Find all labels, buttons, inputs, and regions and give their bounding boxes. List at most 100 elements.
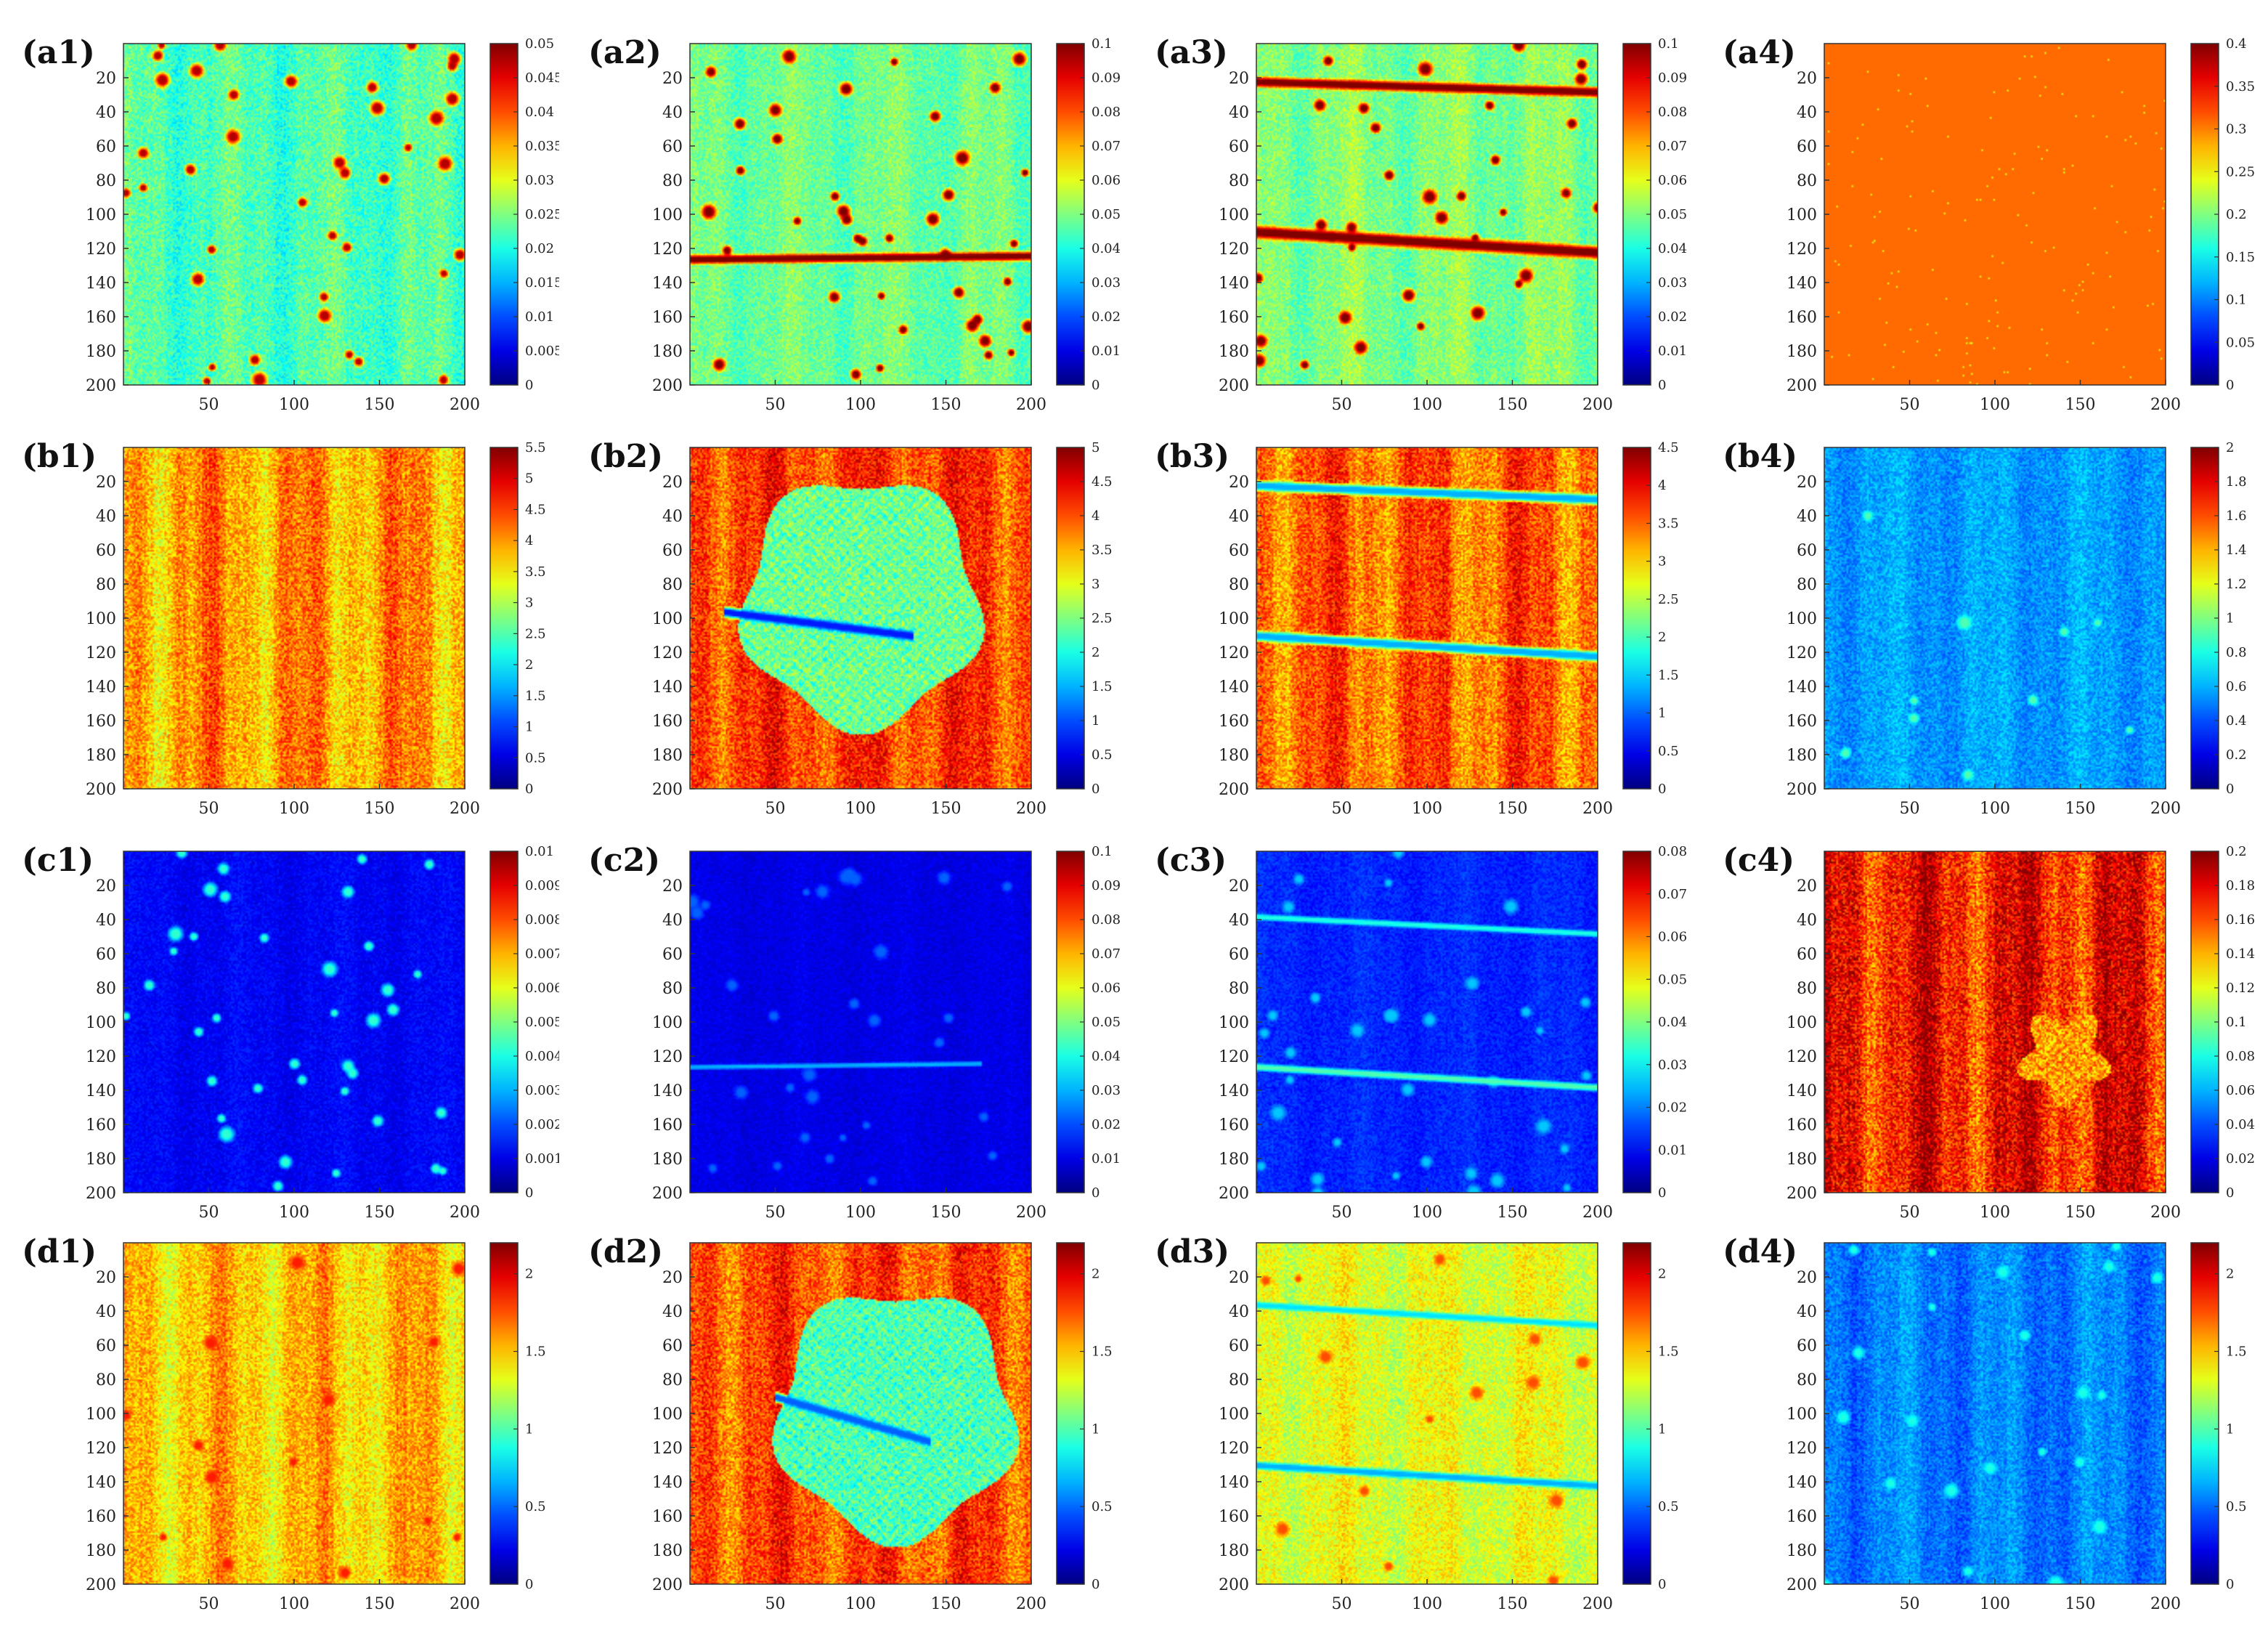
- y-tick-label: 160: [1219, 1508, 1249, 1526]
- x-tick-label: 150: [2065, 1204, 2096, 1222]
- x-tick-label: 100: [279, 1204, 309, 1222]
- y-tick-label: 20: [96, 877, 116, 896]
- colorbar-tick-label: 0.2: [2226, 207, 2247, 222]
- x-tick-label: 100: [845, 396, 876, 414]
- colorbar: [1056, 447, 1085, 790]
- panel-d1: (d1) 20 40 60 80 100 120 140 160 180 200 50 100 150 20…: [7, 1228, 559, 1635]
- x-tick-label: 50: [199, 1204, 219, 1222]
- colorbar-tick-label: 0.01: [1092, 1151, 1121, 1167]
- y-tick-label: 60: [662, 542, 683, 560]
- colorbar-tick-label: 0.007: [525, 946, 559, 962]
- y-tick-label: 100: [1219, 1014, 1249, 1032]
- x-tick-label: 50: [765, 800, 786, 818]
- y-tick-label: 100: [1787, 1014, 1817, 1032]
- colorbar-tick-label: 0.04: [525, 105, 554, 120]
- y-tick-label: 80: [1797, 1371, 1817, 1389]
- colorbar-tick-label: 0: [1092, 378, 1100, 393]
- colorbar-tick-label: 0.16: [2226, 912, 2255, 928]
- y-tick-label: 120: [1219, 240, 1249, 259]
- colorbar-tick-label: 0.02: [1658, 1100, 1687, 1116]
- x-tick-label: 100: [1980, 800, 2010, 818]
- y-tick-label: 40: [1797, 912, 1817, 930]
- x-tick-label: 200: [450, 396, 480, 414]
- y-tick-label: 120: [1787, 644, 1817, 662]
- y-tick-label: 40: [662, 1303, 683, 1321]
- y-tick-label: 40: [662, 104, 683, 122]
- y-tick-label: 160: [652, 309, 683, 327]
- colorbar-tick-label: 0.12: [2226, 981, 2255, 996]
- x-tick-label: 150: [365, 1204, 395, 1222]
- colorbar-tick-label: 1.6: [2226, 508, 2247, 524]
- colorbar-tick-label: 4: [525, 533, 533, 548]
- y-tick-label: 180: [652, 1151, 683, 1169]
- colorbar-tick-label: 0.01: [525, 309, 554, 325]
- y-tick-label: 80: [96, 1371, 116, 1389]
- colorbar-tick-label: 0.04: [1092, 1049, 1121, 1064]
- colorbar-tick-label: 1.5: [525, 689, 546, 704]
- y-tick-label: 100: [1787, 206, 1817, 224]
- colorbar-tick-label: 1: [1658, 1421, 1666, 1437]
- x-tick-label: 150: [1497, 396, 1528, 414]
- heatmap-image-a3: [1256, 44, 1598, 385]
- heatmap-image-d1: [123, 1243, 465, 1584]
- colorbar-tick-label: 0.07: [1092, 139, 1121, 154]
- plot-frame: [1824, 447, 2166, 790]
- colorbar-tick-label: 0.07: [1658, 887, 1687, 902]
- x-tick-label: 150: [931, 1204, 962, 1222]
- x-tick-label: 150: [1497, 1595, 1528, 1613]
- panel-label: (a1): [22, 34, 95, 71]
- colorbar-tick-label: 0.001: [525, 1151, 559, 1167]
- colorbar-tick-label: 0: [2226, 378, 2234, 393]
- heatmap-image-c4: [1824, 851, 2166, 1193]
- colorbar-tick-label: 2: [2226, 440, 2234, 455]
- colorbar-tick-label: 0.02: [1092, 309, 1121, 325]
- y-tick-label: 180: [1219, 1151, 1249, 1169]
- colorbar-tick-label: 2: [1092, 645, 1100, 660]
- colorbar: [1056, 43, 1085, 386]
- y-tick-label: 200: [1219, 1576, 1249, 1594]
- x-tick-label: 200: [1016, 1204, 1046, 1222]
- colorbar-tick-label: 0.09: [1092, 70, 1121, 86]
- x-tick-label: 200: [2150, 396, 2181, 414]
- colorbar-tick-label: 0.09: [1658, 70, 1687, 86]
- y-tick-label: 60: [1797, 138, 1817, 156]
- y-tick-label: 80: [1229, 576, 1249, 594]
- y-tick-label: 100: [652, 1014, 683, 1032]
- y-tick-label: 180: [86, 343, 116, 361]
- y-tick-label: 100: [652, 1405, 683, 1424]
- y-tick-label: 20: [96, 1269, 116, 1287]
- x-tick-label: 100: [279, 800, 309, 818]
- colorbar-tick-label: 0.5: [1658, 744, 1679, 759]
- axes-a4: (a4)20 40 60 80 100 120 140 160 180 200 50 100 150 20…: [1723, 34, 2255, 414]
- y-tick-label: 120: [1787, 1440, 1817, 1458]
- y-tick-label: 80: [662, 980, 683, 998]
- x-tick-label: 100: [1980, 1204, 2010, 1222]
- colorbar-tick-label: 0.35: [2226, 79, 2255, 94]
- colorbar-tick-label: 0.08: [2226, 1049, 2255, 1064]
- y-tick-label: 100: [1787, 610, 1817, 628]
- colorbar-tick-label: 0.06: [2226, 1083, 2255, 1098]
- y-tick-label: 80: [96, 980, 116, 998]
- colorbar-tick-label: 3: [525, 596, 533, 611]
- panel-label: (c2): [588, 842, 660, 879]
- y-tick-label: 200: [652, 1576, 683, 1594]
- y-tick-label: 40: [1229, 104, 1249, 122]
- colorbar-tick-label: 0: [1658, 1185, 1666, 1201]
- colorbar-tick-label: 0.02: [525, 241, 554, 256]
- colorbar-tick-label: 2: [525, 1267, 533, 1282]
- y-tick-label: 140: [1787, 1082, 1817, 1100]
- y-tick-label: 180: [1219, 747, 1249, 765]
- colorbar: [1622, 851, 1651, 1193]
- colorbar-tick-label: 0.01: [1658, 1143, 1687, 1158]
- plot-frame: [1824, 851, 2166, 1193]
- colorbar-tick-label: 0: [525, 782, 533, 797]
- x-tick-label: 200: [2150, 1204, 2181, 1222]
- colorbar-tick-label: 0: [2226, 1185, 2234, 1201]
- panel-b3: (b3) 20 40 60 80 100 120 140 160 180 200 50 100 150 20…: [1140, 433, 1692, 840]
- y-tick-label: 120: [652, 240, 683, 259]
- y-tick-label: 120: [652, 1048, 683, 1066]
- colorbar-tick-label: 0.1: [2226, 293, 2247, 308]
- panel-label: (c4): [1723, 842, 1795, 879]
